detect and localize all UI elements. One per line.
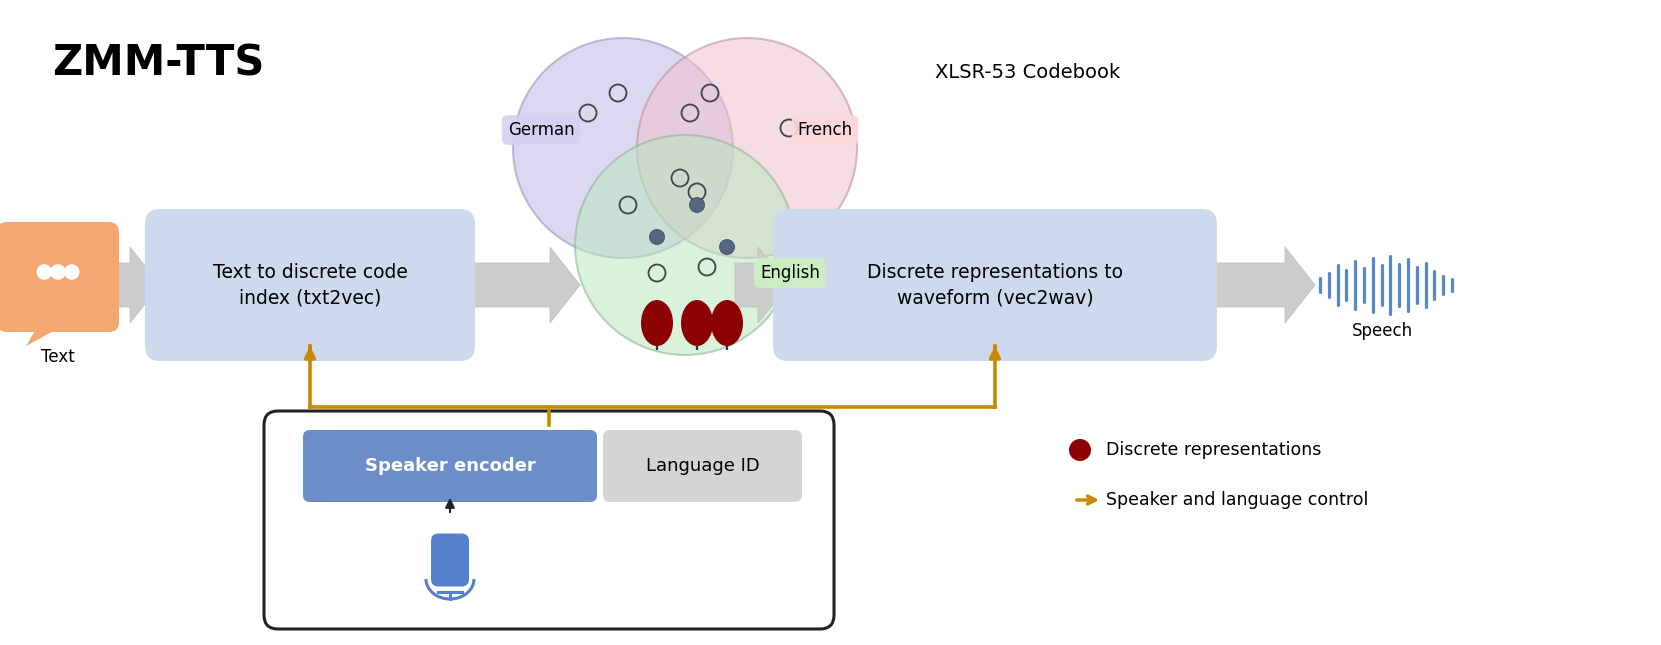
Polygon shape (27, 322, 70, 346)
FancyBboxPatch shape (145, 209, 475, 361)
Ellipse shape (641, 300, 673, 346)
Text: French: French (797, 121, 852, 139)
Ellipse shape (638, 38, 857, 258)
Polygon shape (1204, 247, 1316, 323)
FancyBboxPatch shape (264, 411, 834, 629)
Polygon shape (111, 247, 159, 323)
Circle shape (65, 264, 80, 280)
Circle shape (1070, 439, 1091, 461)
Circle shape (37, 264, 51, 280)
Polygon shape (736, 247, 787, 323)
FancyBboxPatch shape (772, 209, 1218, 361)
Text: Speech: Speech (1352, 322, 1412, 340)
Text: XLSR-53 Codebook: XLSR-53 Codebook (935, 63, 1120, 83)
Ellipse shape (681, 300, 713, 346)
Circle shape (649, 230, 664, 244)
Text: Speaker encoder: Speaker encoder (365, 457, 535, 475)
Text: German: German (508, 121, 575, 139)
FancyBboxPatch shape (603, 430, 802, 502)
Ellipse shape (513, 38, 733, 258)
Text: Discrete representations: Discrete representations (1106, 441, 1322, 459)
Text: Text: Text (42, 348, 75, 366)
FancyBboxPatch shape (430, 533, 468, 586)
Text: Discrete representations to
waveform (vec2wav): Discrete representations to waveform (ve… (867, 263, 1123, 307)
Text: Speaker and language control: Speaker and language control (1106, 491, 1369, 509)
Polygon shape (462, 247, 580, 323)
Ellipse shape (711, 300, 742, 346)
FancyBboxPatch shape (302, 430, 596, 502)
Text: Language ID: Language ID (646, 457, 759, 475)
Text: English: English (761, 264, 821, 282)
Text: ZMM-TTS: ZMM-TTS (51, 42, 264, 84)
Text: Text to discrete code
index (txt2vec): Text to discrete code index (txt2vec) (213, 263, 407, 307)
Ellipse shape (575, 135, 796, 355)
Circle shape (50, 264, 66, 280)
FancyBboxPatch shape (0, 222, 120, 332)
Circle shape (719, 239, 734, 255)
Circle shape (689, 197, 704, 212)
